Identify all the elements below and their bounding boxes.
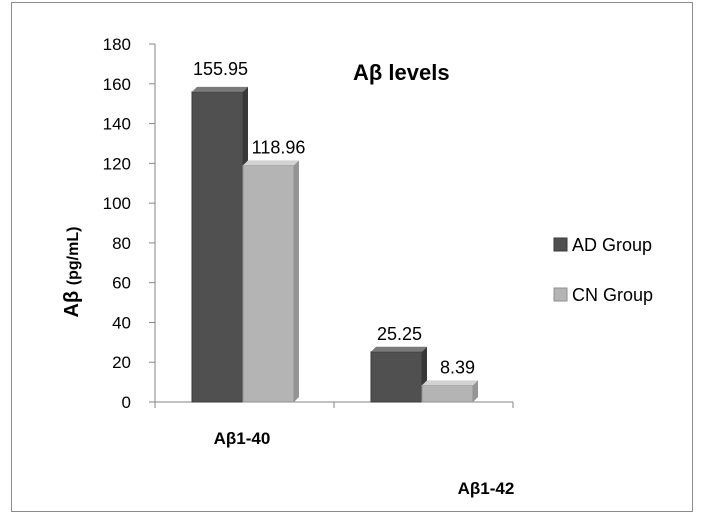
data-label: 118.96 (252, 137, 306, 157)
y-tick-label: 160 (103, 75, 131, 94)
data-label: 155.95 (193, 59, 248, 79)
y-axis-label-main: Aβ (61, 291, 83, 318)
legend-label: AD Group (572, 235, 652, 255)
y-tick-label: 100 (103, 194, 131, 213)
legend-label: CN Group (572, 285, 653, 305)
y-tick-label: 0 (122, 393, 131, 412)
y-axis-label: Aβ (pg/mL) (61, 227, 83, 318)
data-labels: 155.95 25.25 118.96 8.39 (193, 59, 475, 377)
y-tick-labels: 0 20 40 60 80 100 120 140 160 180 (103, 35, 131, 412)
chart-frame (11, 2, 693, 512)
y-tick-label: 40 (112, 313, 131, 332)
bar-top (192, 86, 248, 92)
y-tick-label: 140 (103, 115, 131, 134)
y-tick-label: 60 (112, 274, 131, 293)
bars (191, 86, 478, 403)
legend: AD Group CN Group (553, 235, 653, 305)
category-labels: Aβ1-40 Aβ1-42 (214, 429, 515, 498)
category-label: Aβ1-42 (458, 479, 515, 498)
y-axis-label-unit: (pg/mL) (65, 227, 82, 286)
bar-top (422, 380, 478, 386)
bar (242, 164, 295, 403)
legend-swatch (553, 237, 568, 252)
bar (191, 91, 244, 403)
bar-side (473, 380, 478, 402)
y-tick-label: 120 (103, 154, 131, 173)
bar (421, 384, 474, 403)
y-tick-label: 20 (112, 353, 131, 372)
data-label: 25.25 (377, 324, 422, 344)
chart-title: Aβ levels (353, 60, 450, 85)
bar-top (371, 346, 427, 352)
y-tick-label: 180 (103, 35, 131, 54)
y-tick-label: 80 (112, 234, 131, 253)
legend-swatch (553, 287, 568, 302)
data-label: 8.39 (440, 357, 475, 377)
bar-top (243, 160, 299, 166)
bar (370, 351, 423, 403)
category-label: Aβ1-40 (214, 429, 271, 448)
bar-side (294, 160, 299, 402)
